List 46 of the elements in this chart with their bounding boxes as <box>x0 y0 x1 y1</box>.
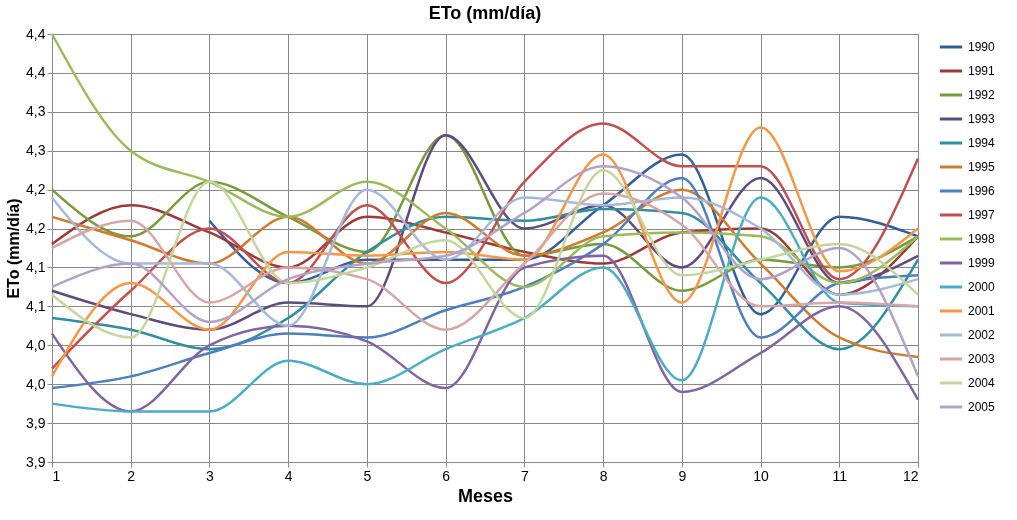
x-axis-title: Meses <box>457 485 514 506</box>
x-tick-label: 6 <box>442 467 451 484</box>
line-series <box>50 32 920 289</box>
legend-label: 1996 <box>968 184 996 198</box>
y-tick-label: 4,2 <box>26 220 46 237</box>
line-series <box>50 168 920 339</box>
y-tick-label: 3,9 <box>26 414 46 431</box>
x-tick-label: 1 <box>52 467 61 484</box>
y-tick-label: 3,9 <box>26 453 46 470</box>
legend-label: 1995 <box>968 160 996 174</box>
legend-label: 1998 <box>968 232 996 246</box>
y-tick-label: 4,0 <box>26 375 46 392</box>
y-tick-label: 4,3 <box>26 103 46 120</box>
x-tick-label: 2 <box>127 467 136 484</box>
y-axis-title: ETo (mm/día) <box>5 198 23 299</box>
y-tick-label: 4,1 <box>26 297 46 314</box>
y-tick-label: 4,3 <box>26 142 46 159</box>
legend-label: 2004 <box>968 376 996 390</box>
x-tick-label: 3 <box>206 467 215 484</box>
x-tick-label: 9 <box>678 467 687 484</box>
x-tick-label: 8 <box>599 467 608 484</box>
legend-label: 1990 <box>968 40 996 54</box>
x-tick-label: 11 <box>832 467 848 484</box>
y-tick-label: 4,4 <box>26 64 46 81</box>
legend-label: 2005 <box>968 400 996 414</box>
x-tick-label: 10 <box>753 467 770 484</box>
x-tick-label: 7 <box>520 467 529 484</box>
y-tick-label: 4,2 <box>26 181 46 198</box>
legend-label: 1994 <box>968 136 996 150</box>
legend-label: 2000 <box>968 280 996 294</box>
x-tick-label: 12 <box>902 467 919 484</box>
y-tick-label: 4,0 <box>26 336 46 353</box>
legend-label: 1992 <box>968 88 996 102</box>
legend-label: 1999 <box>968 256 996 270</box>
legend-label: 1997 <box>968 208 996 222</box>
x-tick-label: 4 <box>284 467 293 484</box>
x-tick-label: 5 <box>363 467 372 484</box>
y-tick-label: 4,4 <box>26 25 46 42</box>
legend-label: 2001 <box>968 304 996 318</box>
legend-label: 2003 <box>968 352 996 366</box>
legend-label: 1993 <box>968 112 996 126</box>
chart-title: ETo (mm/día) <box>428 3 542 23</box>
y-tick-label: 4,1 <box>26 258 46 275</box>
legend-label: 2002 <box>968 328 996 342</box>
line-series <box>50 254 920 413</box>
legend-label: 1991 <box>968 64 996 78</box>
